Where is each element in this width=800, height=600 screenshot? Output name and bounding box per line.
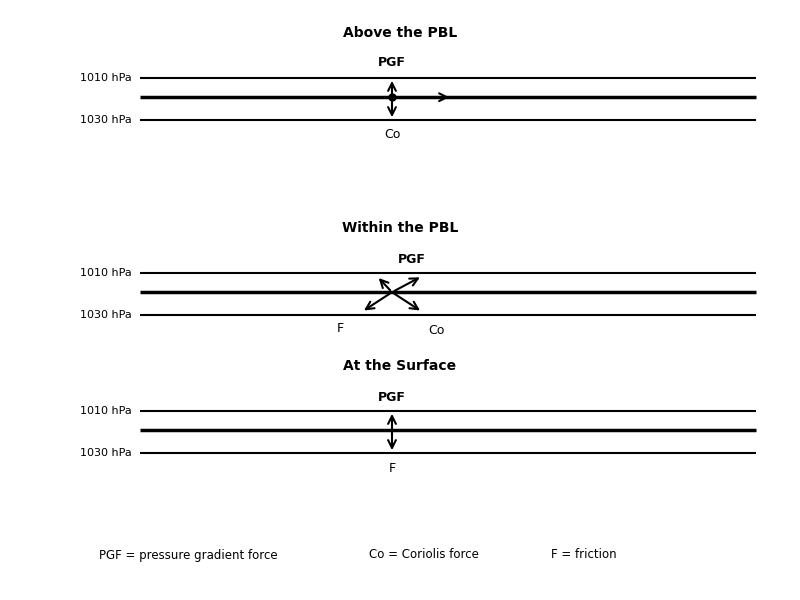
Text: PGF: PGF xyxy=(398,253,426,266)
Text: Within the PBL: Within the PBL xyxy=(342,221,458,235)
Text: Above the PBL: Above the PBL xyxy=(343,26,457,40)
Text: Co: Co xyxy=(384,128,400,141)
Text: At the Surface: At the Surface xyxy=(343,359,457,373)
Text: Co = Coriolis force: Co = Coriolis force xyxy=(369,548,479,562)
Text: F: F xyxy=(389,461,395,475)
Text: 1010 hPa: 1010 hPa xyxy=(80,73,132,83)
Text: 1010 hPa: 1010 hPa xyxy=(80,268,132,278)
Text: PGF = pressure gradient force: PGF = pressure gradient force xyxy=(98,548,278,562)
Text: F = friction: F = friction xyxy=(551,548,617,562)
Text: 1030 hPa: 1030 hPa xyxy=(80,115,132,125)
Text: PGF: PGF xyxy=(378,56,406,70)
Text: Co: Co xyxy=(428,323,444,337)
Text: 1010 hPa: 1010 hPa xyxy=(80,406,132,416)
Text: F: F xyxy=(337,322,343,335)
Text: 1030 hPa: 1030 hPa xyxy=(80,310,132,320)
Text: PGF: PGF xyxy=(378,391,406,404)
Text: 1030 hPa: 1030 hPa xyxy=(80,448,132,458)
